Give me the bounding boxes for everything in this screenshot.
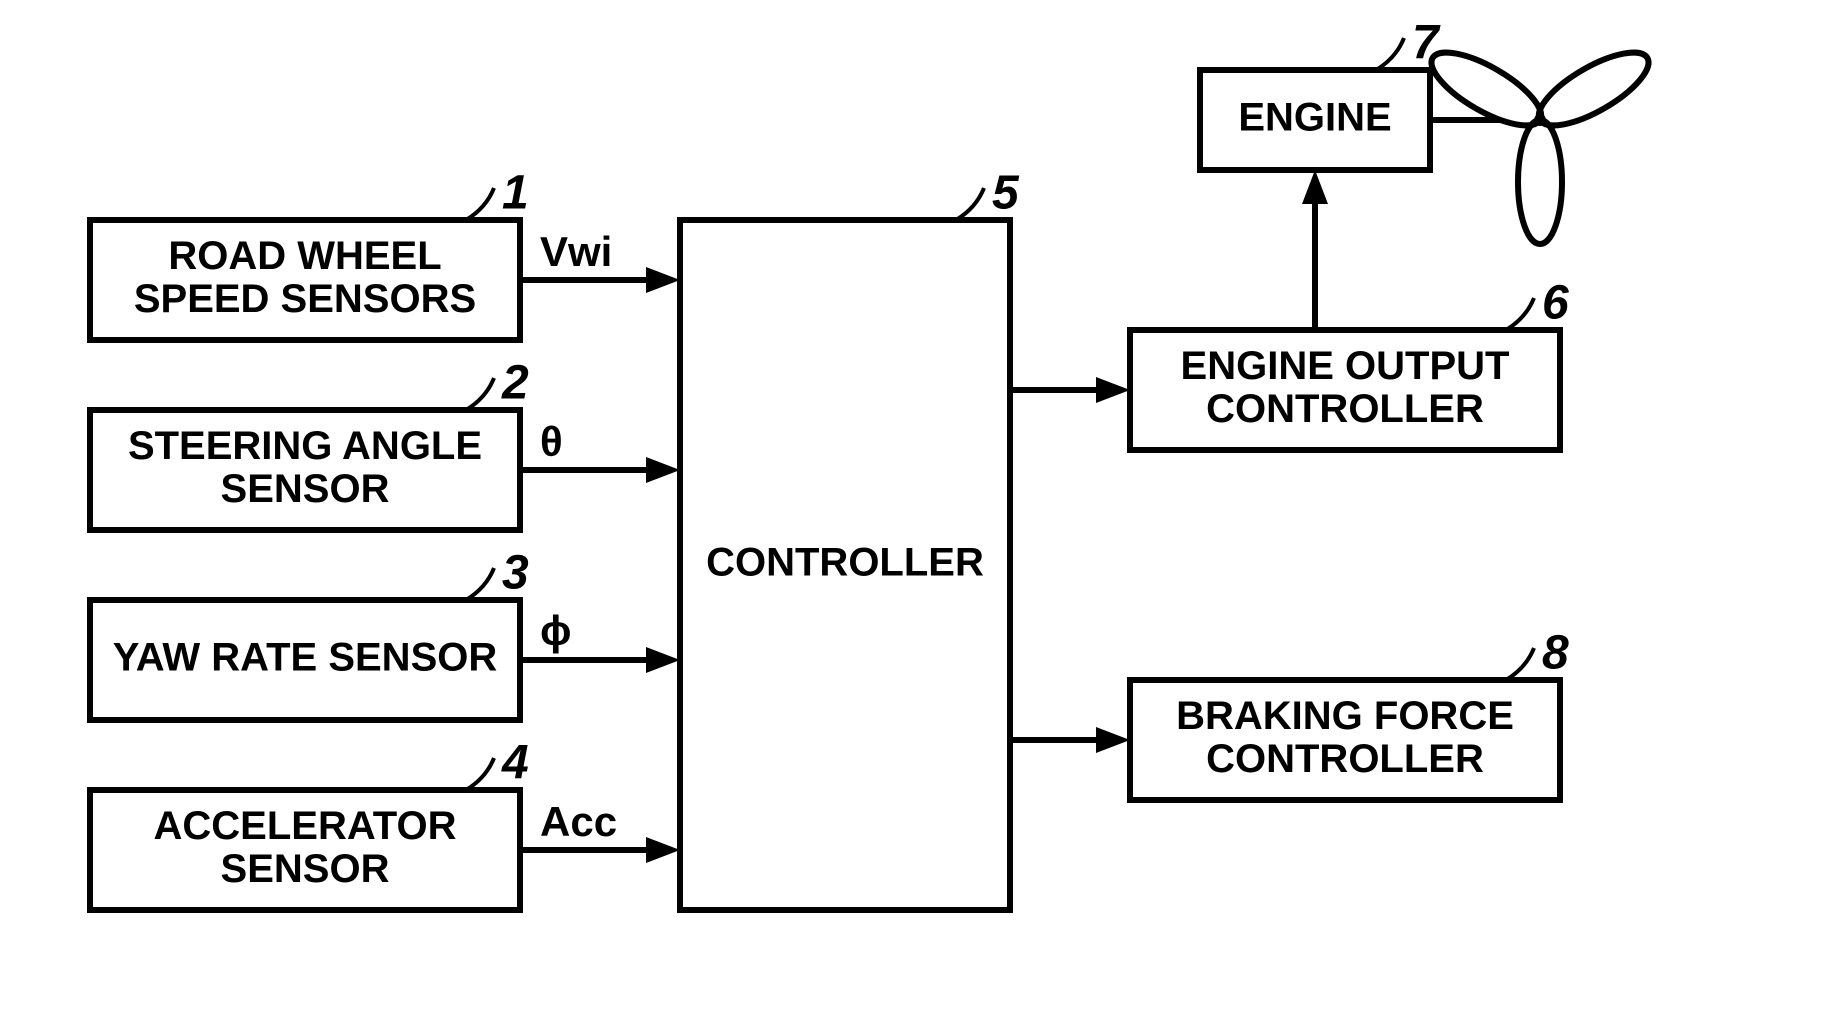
- block-label: ENGINE OUTPUT: [1181, 344, 1510, 388]
- ref-label: 2: [501, 357, 529, 410]
- arrowhead: [1302, 170, 1328, 204]
- signal-label: ϕ: [540, 607, 571, 654]
- arrowhead: [1096, 727, 1130, 753]
- ref-label: 7: [1412, 17, 1441, 70]
- ref-tick: [956, 188, 984, 220]
- arrowhead: [646, 267, 680, 293]
- block-label: ACCELERATOR: [154, 804, 457, 848]
- block-diagram: ROAD WHEELSPEED SENSORS1STEERING ANGLESE…: [0, 0, 1848, 1010]
- ref-tick: [1506, 648, 1534, 680]
- ref-label: 6: [1542, 277, 1569, 330]
- ref-tick: [466, 378, 494, 410]
- arrowhead: [646, 837, 680, 863]
- block-label: YAW RATE SENSOR: [113, 636, 498, 680]
- block-label: CONTROLLER: [706, 541, 984, 585]
- block-label: BRAKING FORCE: [1176, 694, 1514, 738]
- ref-tick: [466, 188, 494, 220]
- ref-label: 4: [501, 737, 529, 790]
- block-label: SENSOR: [221, 847, 390, 891]
- block-label: ROAD WHEEL: [168, 234, 441, 278]
- ref-label: 5: [992, 167, 1020, 220]
- block-label: CONTROLLER: [1206, 387, 1484, 431]
- ref-tick: [466, 758, 494, 790]
- block-label: SPEED SENSORS: [134, 277, 476, 321]
- ref-label: 8: [1542, 627, 1569, 680]
- signal-label: Acc: [540, 798, 617, 845]
- signal-label: θ: [540, 418, 563, 465]
- arrowhead: [646, 647, 680, 673]
- block-label: STEERING ANGLE: [128, 424, 482, 468]
- signal-label: Vwi: [540, 228, 612, 275]
- ref-tick: [466, 568, 494, 600]
- arrowhead: [646, 457, 680, 483]
- ref-tick: [1506, 298, 1534, 330]
- ref-label: 3: [502, 547, 529, 600]
- block-label: SENSOR: [221, 467, 390, 511]
- ref-label: 1: [502, 167, 529, 220]
- ref-tick: [1376, 38, 1404, 70]
- block-label: CONTROLLER: [1206, 737, 1484, 781]
- arrowhead: [1096, 377, 1130, 403]
- propeller-blade: [1518, 120, 1562, 244]
- block-label: ENGINE: [1238, 96, 1391, 140]
